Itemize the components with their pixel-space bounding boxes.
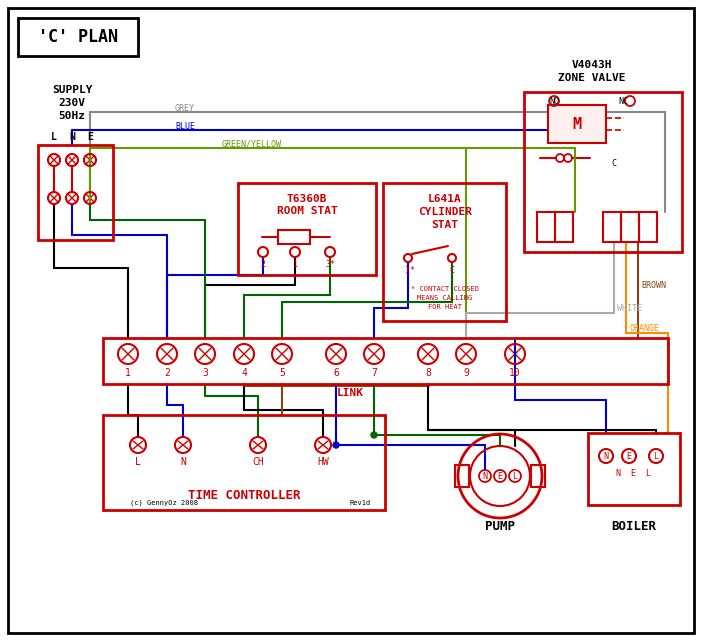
Text: 5: 5 (279, 368, 285, 378)
Bar (603, 212, 621, 242)
Text: N  E  L: N E L (616, 469, 651, 478)
Text: 10: 10 (509, 368, 521, 378)
Bar (455, 465, 469, 487)
Bar (621, 212, 639, 242)
Text: 9: 9 (463, 368, 469, 378)
Bar (238, 183, 376, 275)
Text: T6360B: T6360B (286, 194, 327, 204)
Text: GREY: GREY (175, 103, 195, 113)
Bar (278, 230, 310, 244)
Bar (18, 18, 138, 56)
Text: Rev1d: Rev1d (350, 500, 371, 506)
Bar (38, 145, 113, 240)
Text: BOILER: BOILER (611, 520, 656, 533)
Text: * CONTACT CLOSED: * CONTACT CLOSED (411, 286, 479, 292)
Text: BROWN: BROWN (641, 281, 666, 290)
Text: 3*: 3* (325, 260, 335, 269)
Text: CH: CH (252, 457, 264, 467)
Text: GREEN/YELLOW: GREEN/YELLOW (222, 140, 282, 149)
Text: MEANS CALLING: MEANS CALLING (418, 295, 472, 301)
Text: FOR HEAT: FOR HEAT (428, 304, 462, 310)
Text: L: L (51, 132, 57, 142)
Bar (531, 465, 545, 487)
Text: NC: NC (618, 97, 628, 106)
Bar (103, 415, 385, 510)
Bar (548, 105, 606, 143)
Text: 3: 3 (202, 368, 208, 378)
Text: STAT: STAT (432, 220, 458, 230)
Text: PUMP: PUMP (485, 520, 515, 533)
Bar (537, 212, 555, 242)
Text: 8: 8 (425, 368, 431, 378)
Text: BLUE: BLUE (175, 122, 195, 131)
Text: N: N (482, 472, 487, 481)
Text: CYLINDER: CYLINDER (418, 207, 472, 217)
Text: E: E (626, 451, 632, 460)
Bar (103, 338, 668, 384)
Circle shape (371, 432, 377, 438)
Text: ORANGE: ORANGE (629, 324, 659, 333)
Text: 7: 7 (371, 368, 377, 378)
Text: WHITE: WHITE (617, 303, 642, 313)
Text: TIME CONTROLLER: TIME CONTROLLER (187, 488, 300, 501)
Text: L: L (512, 472, 517, 481)
Text: 1: 1 (125, 368, 131, 378)
Text: C: C (611, 158, 616, 167)
Text: M: M (572, 117, 581, 131)
Text: ZONE VALVE: ZONE VALVE (558, 73, 625, 83)
Text: N: N (604, 451, 609, 460)
Bar (383, 183, 506, 321)
Text: E: E (87, 132, 93, 142)
Text: 2: 2 (260, 260, 265, 269)
Text: NO: NO (549, 97, 559, 106)
Text: 2: 2 (164, 368, 170, 378)
Text: 1*: 1* (405, 265, 415, 274)
Text: LINK: LINK (336, 388, 364, 398)
Text: 'C' PLAN: 'C' PLAN (38, 28, 118, 46)
Text: (c) GennyOz 2008: (c) GennyOz 2008 (130, 500, 198, 506)
Text: ROOM STAT: ROOM STAT (277, 206, 338, 216)
Bar (524, 92, 682, 252)
Text: N: N (69, 132, 75, 142)
Circle shape (333, 442, 339, 448)
Text: V4043H: V4043H (571, 60, 612, 70)
Text: SUPPLY: SUPPLY (52, 85, 92, 95)
Text: 6: 6 (333, 368, 339, 378)
Bar (639, 212, 657, 242)
Text: N: N (180, 457, 186, 467)
Text: E: E (498, 472, 503, 481)
Text: C: C (449, 265, 454, 274)
Text: 1: 1 (293, 260, 298, 269)
Text: HW: HW (317, 457, 329, 467)
Bar (588, 433, 680, 505)
Text: L: L (135, 457, 141, 467)
Text: L: L (654, 451, 658, 460)
Text: 50Hz: 50Hz (58, 111, 86, 121)
Bar (555, 212, 573, 242)
Text: 230V: 230V (58, 98, 86, 108)
Text: 4: 4 (241, 368, 247, 378)
Text: L641A: L641A (428, 194, 462, 204)
